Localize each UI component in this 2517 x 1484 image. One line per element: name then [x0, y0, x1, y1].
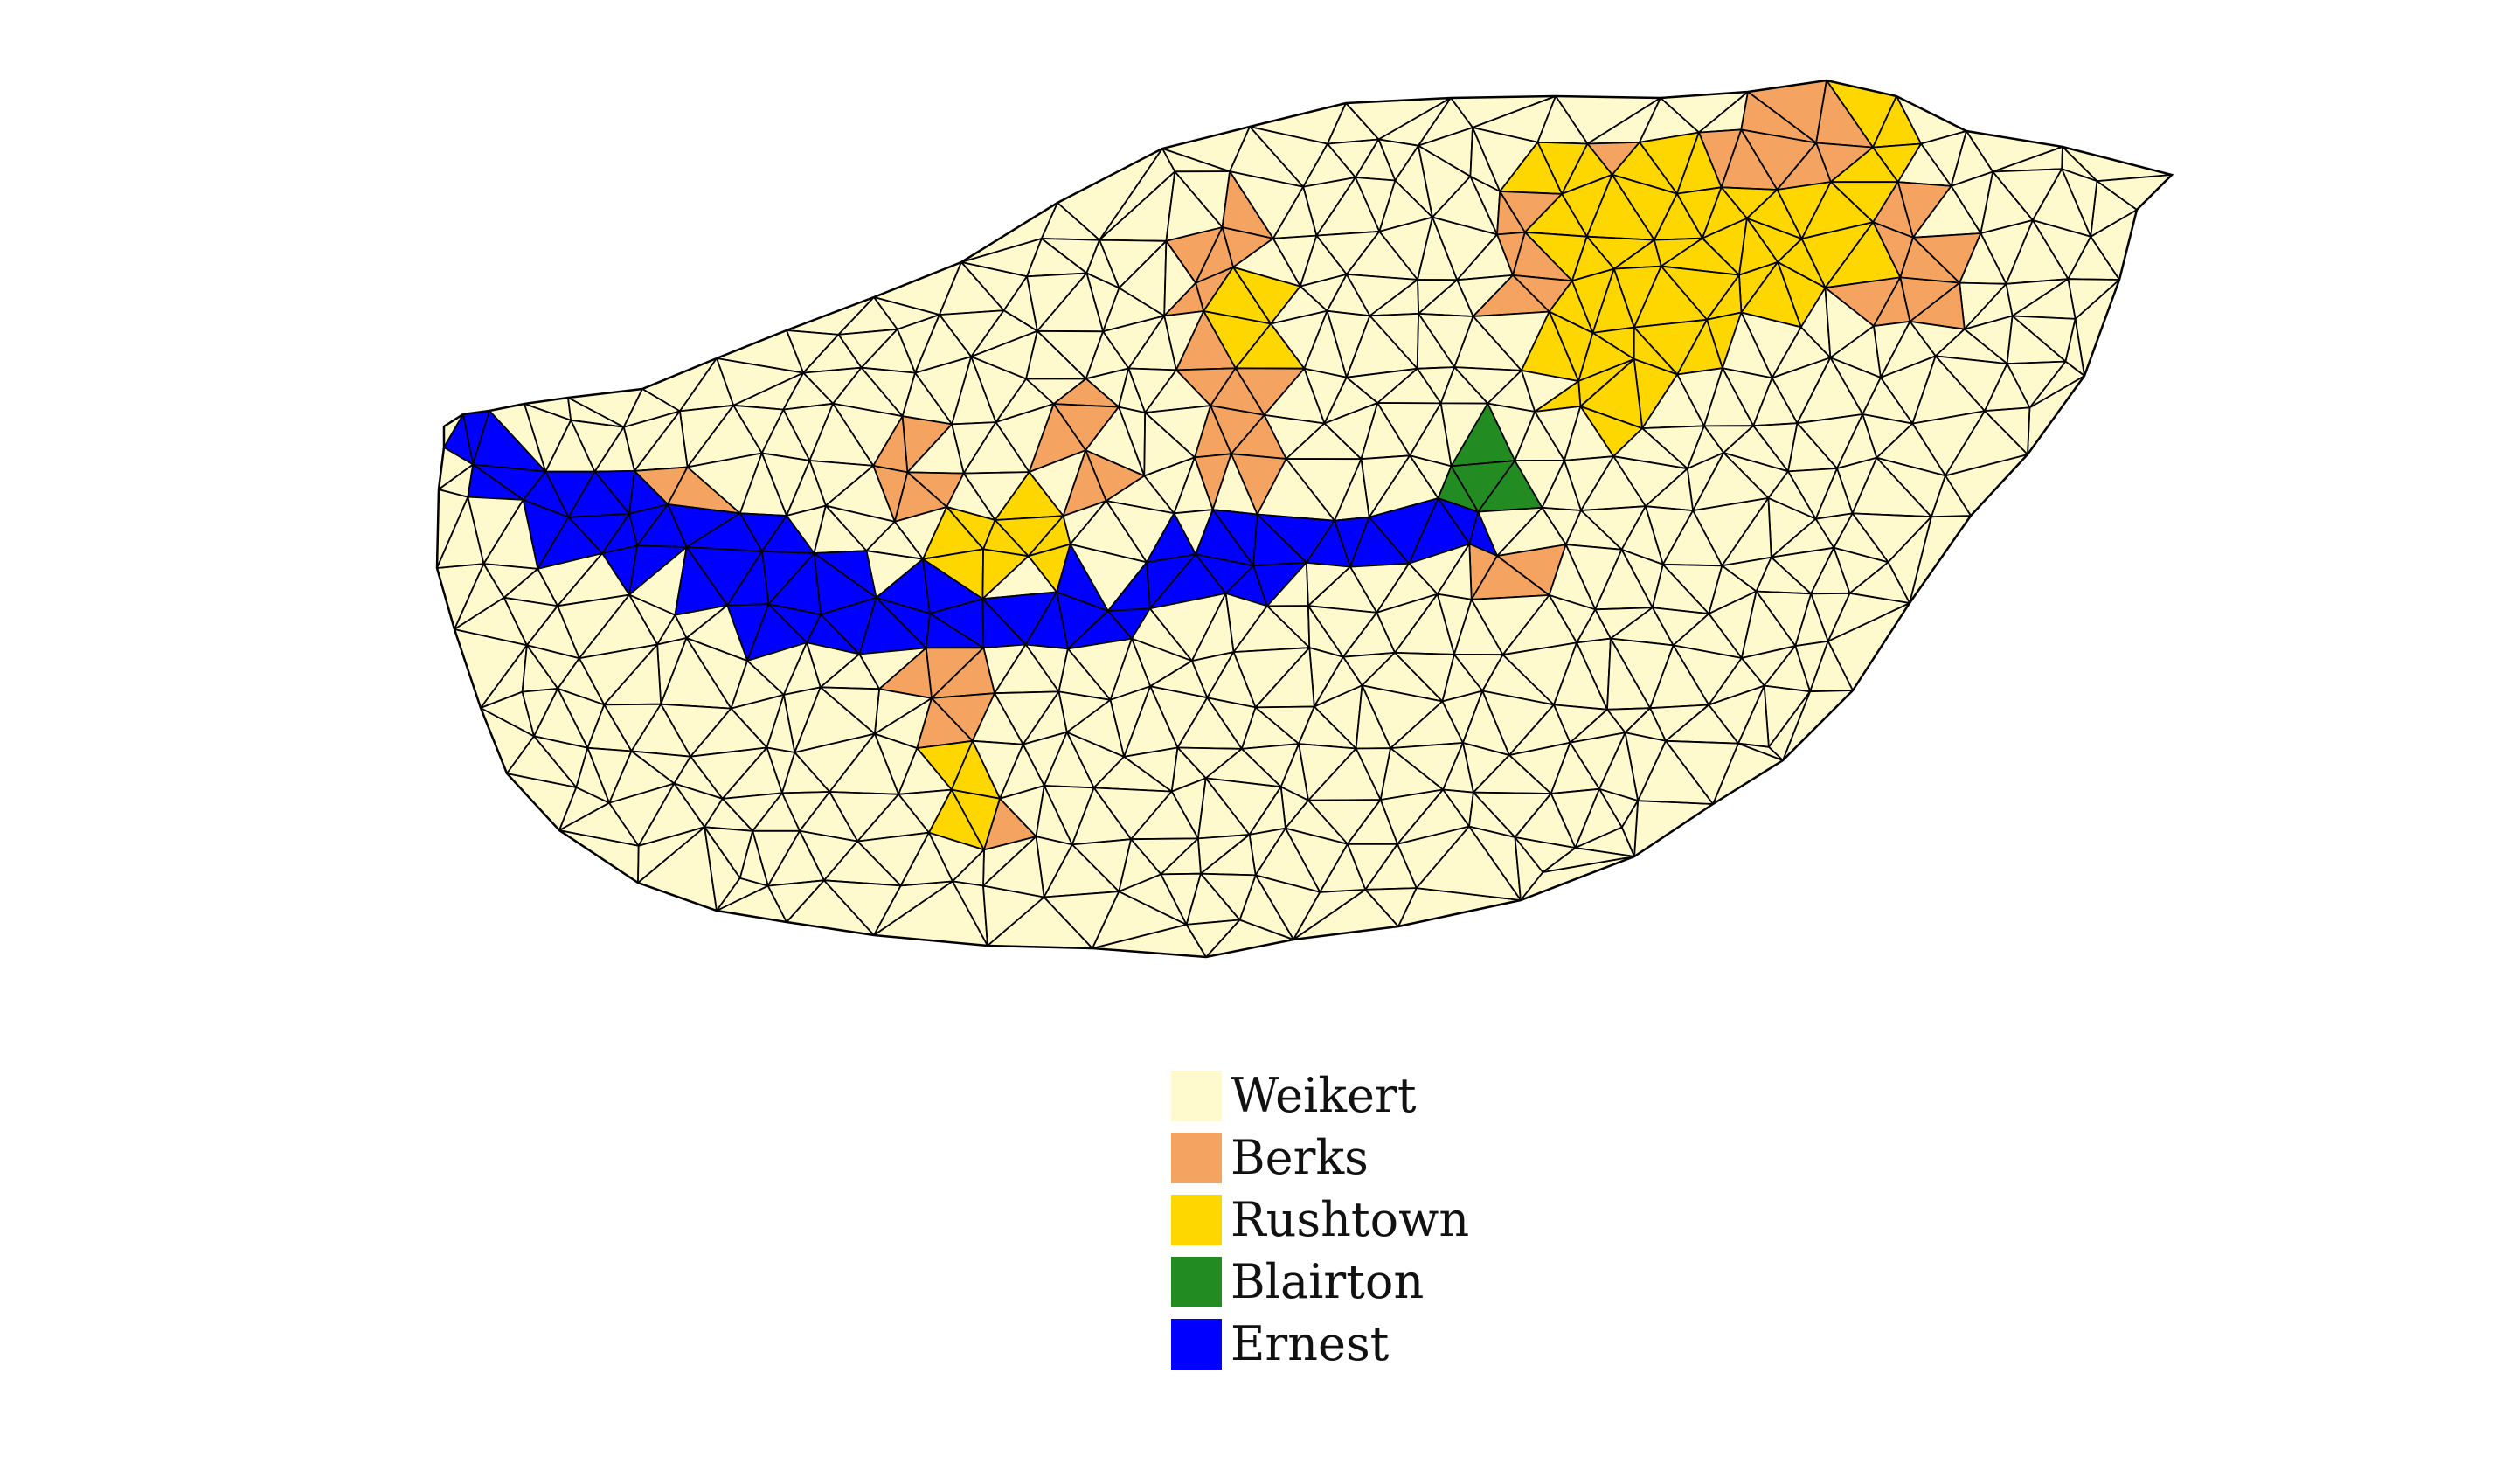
mesh-triangle-weikert — [1737, 742, 1784, 761]
legend-item-weikert: Weikert — [1171, 1064, 1469, 1127]
legend-item-blairton: Blairton — [1171, 1251, 1469, 1313]
legend-label-weikert: Weikert — [1231, 1067, 1417, 1123]
legend-label-berks: Berks — [1231, 1129, 1369, 1185]
legend-swatch-blairton — [1171, 1256, 1222, 1307]
mesh-triangle-weikert — [738, 829, 769, 887]
legend-item-rushtown: Rushtown — [1171, 1189, 1469, 1251]
mesh-triangles — [436, 80, 2173, 958]
mesh-triangle-weikert — [575, 746, 610, 804]
watershed-outline — [435, 79, 2174, 959]
legend-label-blairton: Blairton — [1231, 1253, 1425, 1309]
mesh-triangle-weikert — [899, 831, 953, 887]
legend-item-berks: Berks — [1171, 1127, 1469, 1189]
legend-swatch-berks — [1171, 1132, 1222, 1183]
mesh-triangle-weikert — [1185, 919, 1241, 958]
legend-label-rushtown: Rushtown — [1231, 1191, 1470, 1247]
mesh-triangle-weikert — [766, 879, 825, 923]
mesh-triangle-weikert — [637, 782, 706, 847]
mesh-triangle-weikert — [1514, 836, 1577, 873]
legend-swatch-weikert — [1171, 1070, 1222, 1121]
mesh-triangle-weikert — [982, 836, 1045, 898]
mesh-triangle-weikert — [1364, 887, 1418, 927]
mesh-triangle-weikert — [1319, 843, 1367, 893]
legend: Weikert Berks Rushtown Blairton Ernest — [1171, 1064, 1469, 1375]
legend-label-ernest: Ernest — [1231, 1315, 1390, 1371]
legend-swatch-rushtown — [1171, 1194, 1222, 1245]
legend-swatch-ernest — [1171, 1318, 1222, 1370]
legend-item-ernest: Ernest — [1171, 1313, 1469, 1375]
